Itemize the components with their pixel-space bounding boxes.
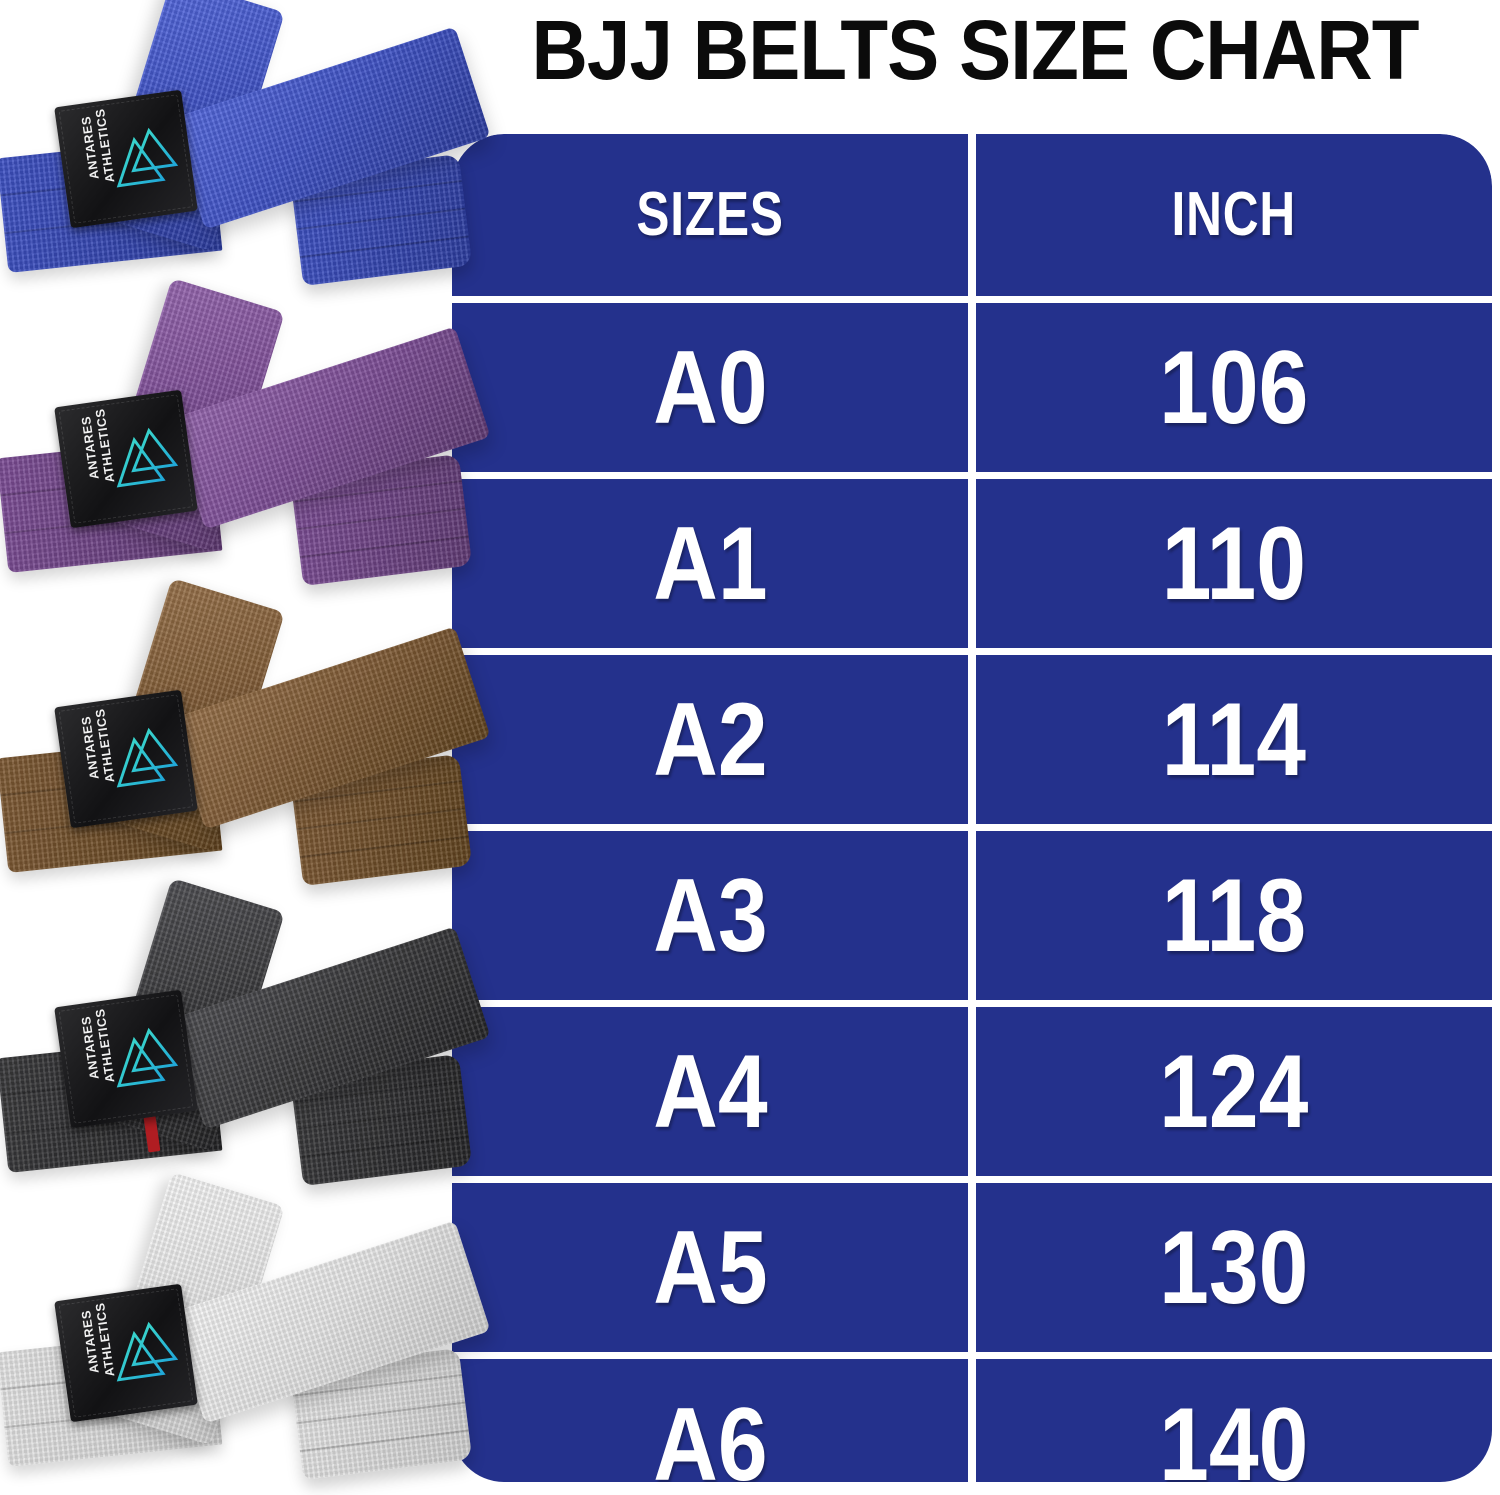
- brand-label-text: ANTARES ATHLETICS: [78, 407, 118, 484]
- cell-size: A2: [452, 655, 968, 824]
- brown-belt-illustration: ANTARES ATHLETICS: [0, 578, 491, 892]
- black-belt-brand-label: ANTARES ATHLETICS: [54, 989, 198, 1129]
- page-title: BJJ BELTS SIZE CHART: [531, 2, 1419, 97]
- cell-size: A3: [452, 831, 968, 1000]
- cell-size: A1: [452, 479, 968, 648]
- belt-photo-purple: ANTARES ATHLETICS: [0, 278, 491, 592]
- cell-size: A0: [452, 303, 968, 472]
- purple-belt-illustration: ANTARES ATHLETICS: [0, 278, 491, 592]
- column-header-sizes: SIZES: [452, 134, 968, 296]
- brand-label-text: ANTARES ATHLETICS: [78, 707, 118, 784]
- cell-inch: 130: [976, 1183, 1492, 1352]
- size-chart-table: SIZES INCH A0 106 A1 110 A2: [452, 134, 1492, 1482]
- brand-label-text: ANTARES ATHLETICS: [78, 1007, 118, 1084]
- table-row: A5 130: [452, 1183, 1492, 1352]
- cell-inch: 124: [976, 1007, 1492, 1176]
- table-row: A1 110: [452, 479, 1492, 648]
- brand-label-text: ANTARES ATHLETICS: [78, 1301, 118, 1378]
- black-belt-illustration: ANTARES ATHLETICS: [0, 878, 491, 1192]
- table-header-row: SIZES INCH: [452, 134, 1492, 296]
- belt-photo-brown: ANTARES ATHLETICS: [0, 578, 491, 892]
- table-row: A6 140: [452, 1359, 1492, 1482]
- cell-inch: 118: [976, 831, 1492, 1000]
- cell-size: A6: [452, 1359, 968, 1482]
- column-header-inch-label: INCH: [1171, 180, 1297, 249]
- white-belt-illustration: ANTARES ATHLETICS: [0, 1172, 491, 1486]
- cell-inch: 106: [976, 303, 1492, 472]
- brand-label-text: ANTARES ATHLETICS: [78, 107, 118, 184]
- column-header-inch: INCH: [976, 134, 1492, 296]
- belt-photo-black: ANTARES ATHLETICS: [0, 878, 491, 1192]
- cell-inch: 114: [976, 655, 1492, 824]
- antares-triangle-logo: [103, 1017, 184, 1098]
- cell-size: A4: [452, 1007, 968, 1176]
- column-header-sizes-label: SIZES: [636, 180, 784, 249]
- antares-triangle-logo: [103, 117, 184, 198]
- white-belt-brand-label: ANTARES ATHLETICS: [54, 1283, 198, 1423]
- blue-belt-illustration: ANTARES ATHLETICS: [0, 0, 491, 292]
- cell-size: A5: [452, 1183, 968, 1352]
- cell-inch: 140: [976, 1359, 1492, 1482]
- brown-belt-brand-label: ANTARES ATHLETICS: [54, 689, 198, 829]
- table-row: A3 118: [452, 831, 1492, 1000]
- antares-triangle-logo: [103, 1311, 184, 1392]
- antares-triangle-logo: [103, 417, 184, 498]
- cell-inch: 110: [976, 479, 1492, 648]
- belt-photo-blue: ANTARES ATHLETICS: [0, 0, 491, 292]
- table-row: A2 114: [452, 655, 1492, 824]
- table-row: A0 106: [452, 303, 1492, 472]
- belt-photo-white: ANTARES ATHLETICS: [0, 1172, 491, 1486]
- purple-belt-brand-label: ANTARES ATHLETICS: [54, 389, 198, 529]
- antares-triangle-logo: [103, 717, 184, 798]
- table-row: A4 124: [452, 1007, 1492, 1176]
- blue-belt-brand-label: ANTARES ATHLETICS: [54, 89, 198, 229]
